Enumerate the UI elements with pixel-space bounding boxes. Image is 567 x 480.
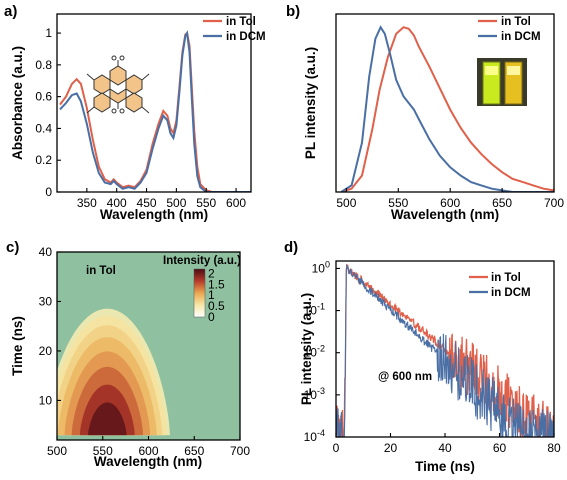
cuvette-photo <box>477 58 527 106</box>
legend-b-dcm: in DCM <box>501 31 541 43</box>
panel-a-ytick-label: 0.2 <box>35 153 52 167</box>
panel-b-xtick-label: 500 <box>336 196 356 210</box>
panel-c-xtick-label: 600 <box>138 444 158 458</box>
panel-c-ytick-label: 30 <box>39 294 53 308</box>
panel-a-xtick-label: 400 <box>107 196 127 210</box>
colorbar-title: Intensity (a.u.) <box>163 255 241 267</box>
panel-d-xtick-label: 80 <box>547 441 561 455</box>
panel-c-xtick-label: 650 <box>184 444 204 458</box>
panel-a-ytick-label: 0.6 <box>35 90 52 104</box>
legend-d-dcm: in DCM <box>491 287 531 299</box>
legend-a-dcm: in DCM <box>226 31 266 43</box>
panel-d-ytick-label: 100 <box>312 259 330 275</box>
panel-d-xtick-label: 20 <box>384 441 398 455</box>
panel-a-series-tol <box>59 31 251 192</box>
panel-d-ytick-label: 10-4 <box>304 428 325 444</box>
panel-a-frame <box>56 13 252 193</box>
panel-a-ytick-label: 0.8 <box>35 58 52 72</box>
colorbar <box>193 268 206 318</box>
molecule-structure-icon <box>86 55 150 114</box>
colorbar-tick-label: 0 <box>208 310 215 324</box>
panel-d-xtick-label: 0 <box>333 441 340 455</box>
legend-a-tol: in Tol <box>226 16 256 28</box>
panel-a-xtick-label: 450 <box>137 196 157 210</box>
panel-c-ytick-label: 20 <box>39 344 53 358</box>
panel-d-xlabel: Time (ns) <box>415 459 475 474</box>
colorbar-tick-label: 2 <box>208 266 215 280</box>
panel-c-ytick-label: 40 <box>39 245 53 259</box>
panel-a-ytick-label: 0.4 <box>35 121 52 135</box>
panel-b-series-dcm <box>340 25 554 192</box>
panel-b-ylabel: PL intensity (a.u.) <box>303 47 318 159</box>
panel-c-ytick-label: 10 <box>39 393 53 407</box>
panel-b-xtick-label: 650 <box>492 196 512 210</box>
panel-a-ytick-label: 1 <box>45 26 52 40</box>
panel-b-xtick-label: 600 <box>440 196 460 210</box>
panel-c-xtick-label: 700 <box>230 444 250 458</box>
panel-a-xtick-label: 350 <box>77 196 97 210</box>
colorbar-tick-label: 1 <box>208 288 215 302</box>
colorbar-tick-label: 0.5 <box>208 299 225 313</box>
panel-a-xlabel: Wavelength (nm) <box>100 207 208 222</box>
colorbar-tick-label: 1.5 <box>208 277 225 291</box>
panel-a-xtick-label: 600 <box>226 196 246 210</box>
panel-c-annotation: in Tol <box>86 265 116 277</box>
panel-a-ytick-label: 0 <box>45 185 52 199</box>
panel-c-xtick-label: 550 <box>93 444 113 458</box>
panel-d-letter: d) <box>284 239 298 256</box>
panel-a-xtick-label: 550 <box>196 196 216 210</box>
panel-d-ylabel: PL intensity (a.u.) <box>299 293 314 405</box>
panel-c-letter: c) <box>6 239 19 256</box>
panel-d-xtick-label: 60 <box>493 441 507 455</box>
panel-a-letter: a) <box>4 3 17 20</box>
heatmap-contour-8 <box>88 402 127 436</box>
panel-d-series-dcm <box>336 264 554 437</box>
panel-d-annotation: @ 600 nm <box>378 371 432 383</box>
panel-a-ylabel: Absorbance (a.u.) <box>10 46 25 160</box>
legend-d-tol: in Tol <box>491 272 521 284</box>
panel-b-xtick-label: 700 <box>544 196 564 210</box>
panel-b-series-tol <box>340 26 554 192</box>
panel-b-letter: b) <box>286 3 300 20</box>
panel-a-series-dcm <box>59 29 251 192</box>
panel-b-photoluminescence: 500 550 600 650 700 in Tol in DCM Wavelength… <box>303 13 564 222</box>
legend-b-tol: in Tol <box>501 16 531 28</box>
panel-a-xtick-label: 500 <box>166 196 186 210</box>
panel-c-ylabel: Time (ns) <box>10 316 25 376</box>
panel-b-xtick-label: 550 <box>388 196 408 210</box>
panel-c-xtick-label: 500 <box>47 444 67 458</box>
panel-c-xlabel: Wavelength (nm) <box>94 454 202 469</box>
panel-d-xtick-label: 40 <box>438 441 452 455</box>
panel-b-frame <box>335 13 555 193</box>
panel-b-xlabel: Wavelength (nm) <box>391 207 499 222</box>
